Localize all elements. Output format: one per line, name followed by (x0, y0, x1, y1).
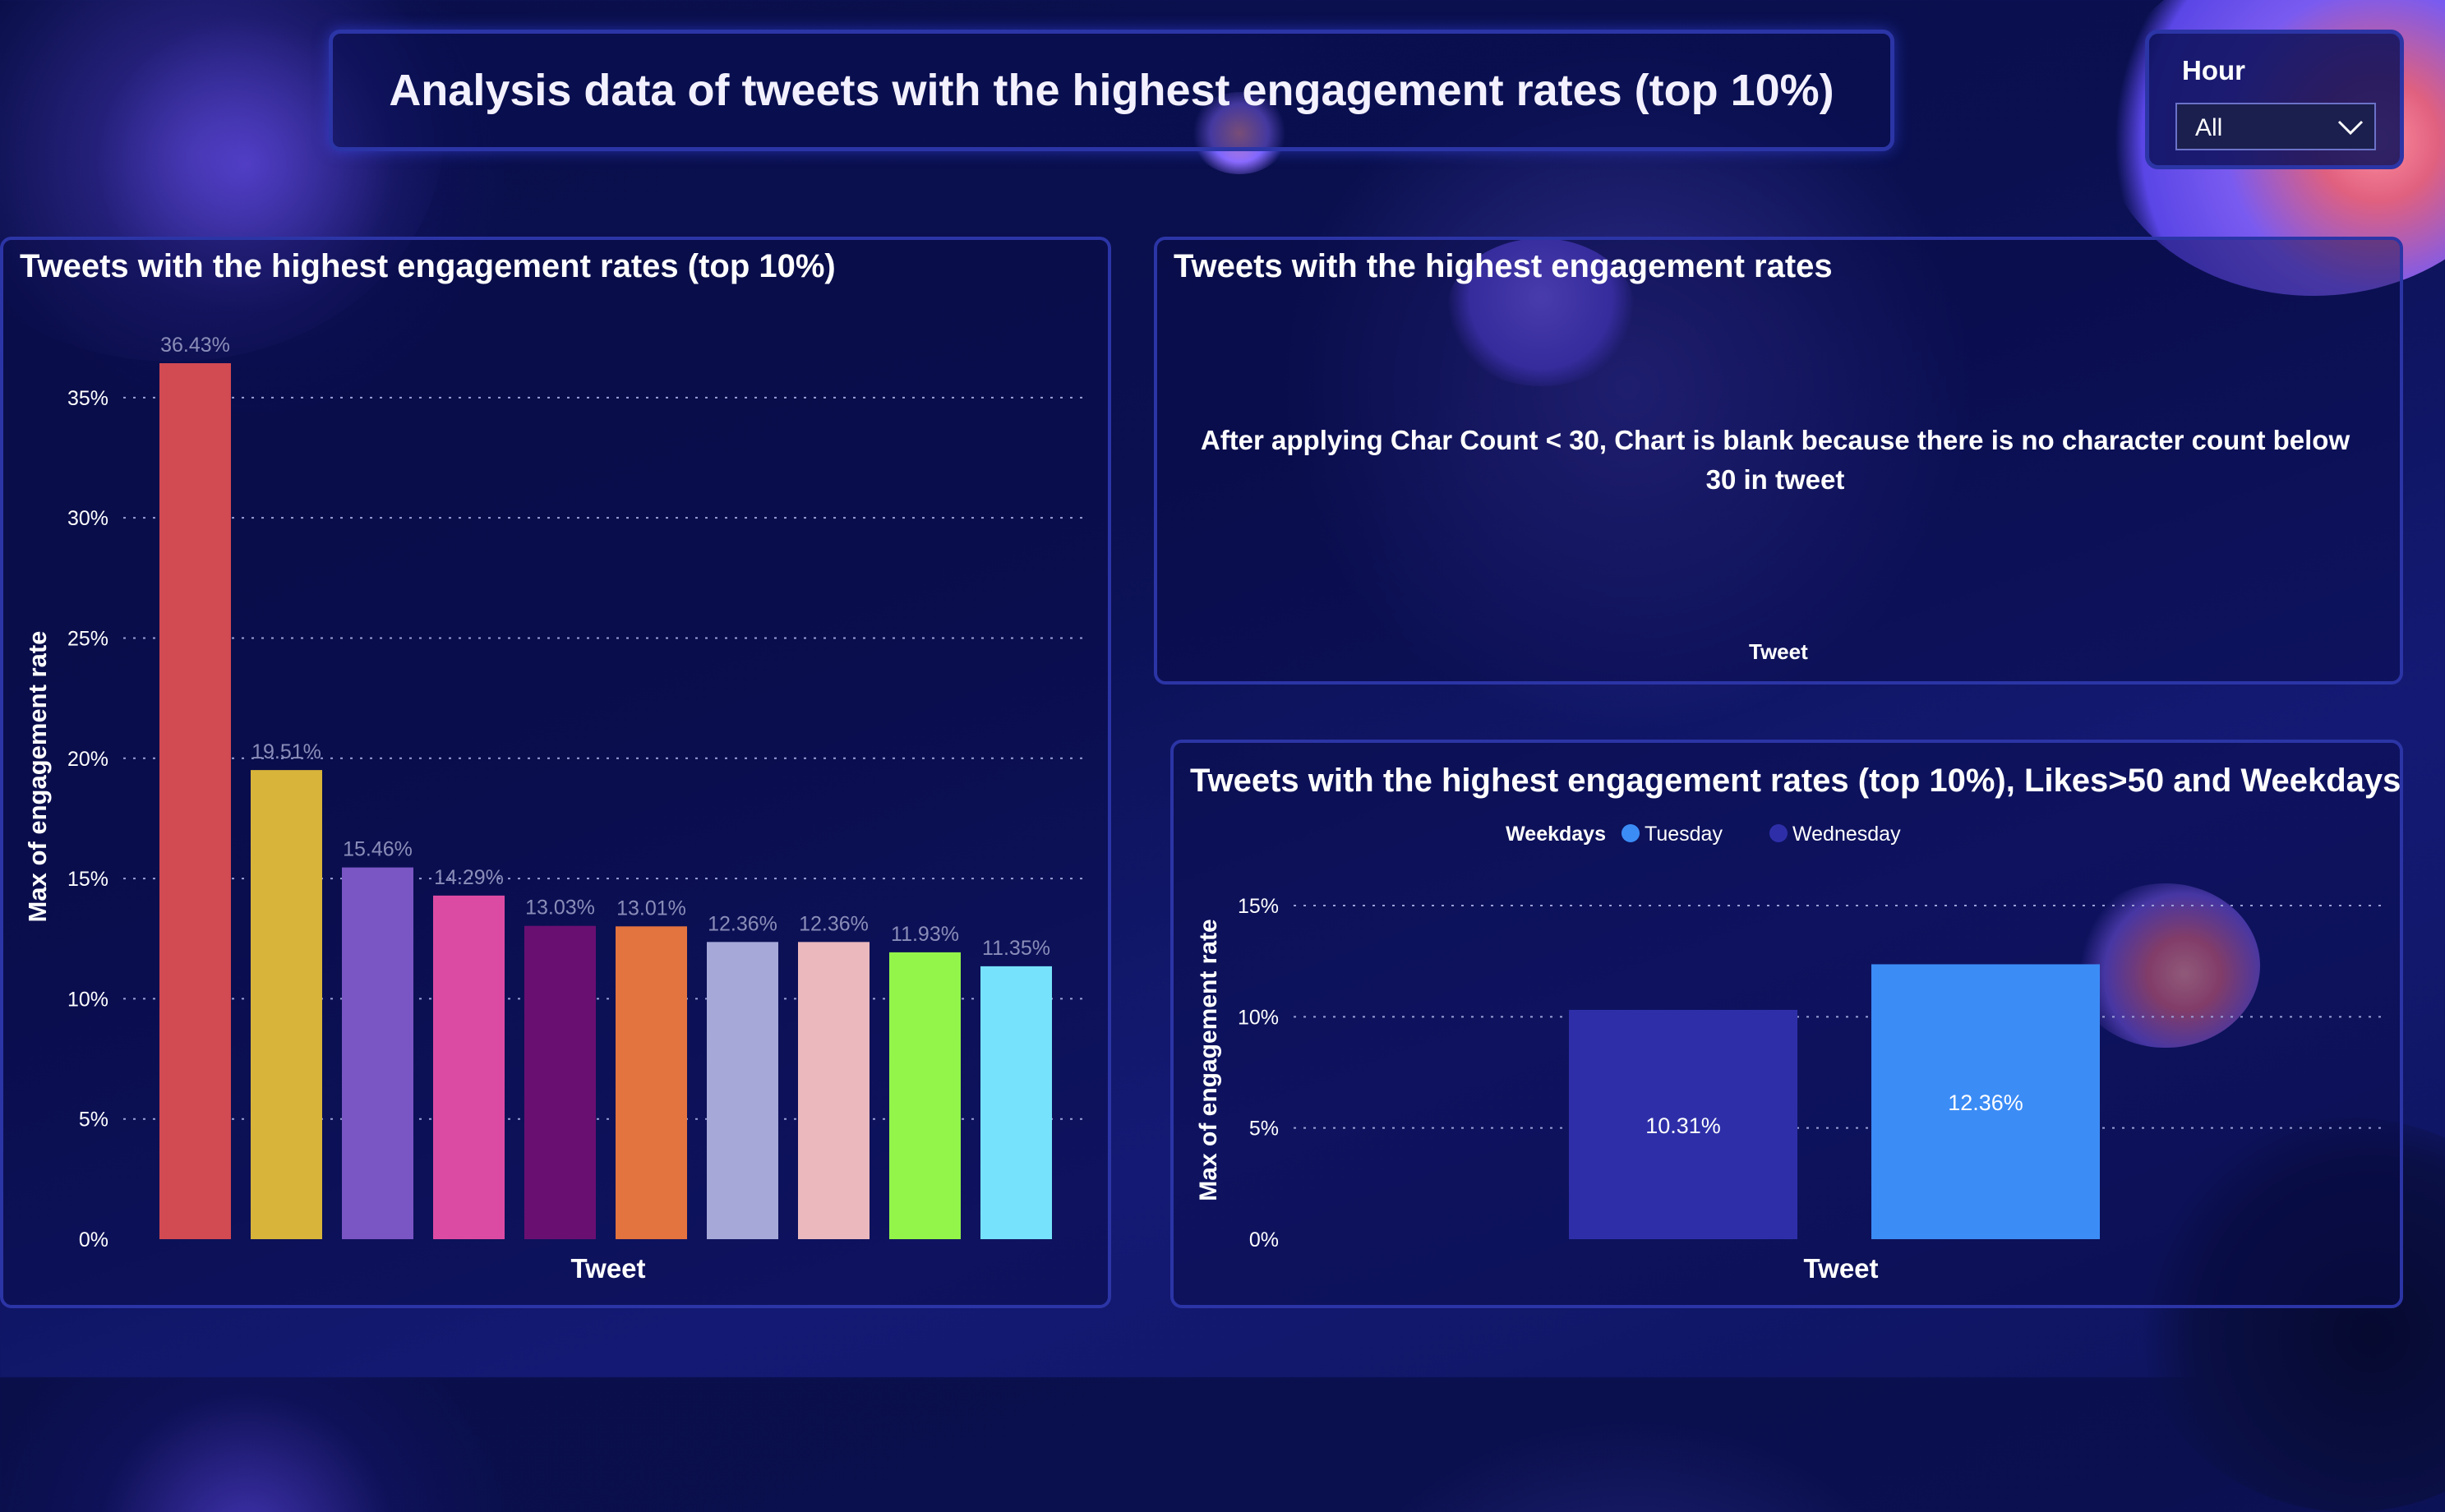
x-axis-title: Tweet (570, 1253, 645, 1284)
y-tick-label: 15% (67, 868, 108, 891)
weekday-bar-chart: 0% 5% 10% 15% Weekdays Tuesday Wednesday 10.31%… (1195, 823, 2383, 1284)
y-axis-title: Max of engagement rate (1195, 919, 1222, 1201)
legend-label[interactable]: Tuesday (1645, 823, 1723, 846)
legend-title: Weekdays (1506, 823, 1606, 846)
left-bar-chart: 0% 5% 10% 15% 20% 25% 30% 35% 36.43% 19.51% 15.46%… (23, 334, 1085, 1284)
bar[interactable] (159, 363, 231, 1239)
bar[interactable] (342, 867, 413, 1239)
y-tick-label: 5% (1249, 1118, 1279, 1141)
y-axis-title: Max of engagement rate (23, 631, 52, 923)
top-right-panel (1154, 237, 2403, 685)
bar-data-label: 13.03% (525, 897, 595, 920)
bar[interactable] (616, 926, 687, 1239)
legend-label[interactable]: Wednesday (1792, 823, 1901, 846)
y-tick-label: 10% (67, 988, 108, 1011)
top-right-axis-title: Tweet (1749, 639, 1808, 664)
legend-marker[interactable] (1622, 824, 1640, 842)
y-tick-label: 0% (79, 1228, 108, 1252)
legend: Weekdays Tuesday Wednesday (1506, 823, 1901, 846)
bar-data-label: 10.31% (1645, 1113, 1721, 1138)
bar[interactable] (707, 942, 778, 1239)
bar[interactable] (889, 952, 961, 1239)
dashboard-title-box: Analysis data of tweets with the highest… (329, 30, 1894, 151)
bar[interactable] (980, 966, 1052, 1239)
y-tick-label: 25% (67, 627, 108, 650)
bar[interactable] (524, 925, 596, 1239)
bar[interactable] (1871, 964, 2100, 1239)
bar-data-label: 12.36% (1948, 1090, 2023, 1115)
bar[interactable] (251, 770, 322, 1239)
bar-data-label: 14.29% (434, 866, 504, 889)
bar-data-label: 13.01% (616, 897, 686, 920)
bar-data-label: 36.43% (160, 334, 230, 357)
bar-data-label: 11.93% (891, 923, 959, 946)
bar-data-label: 15.46% (343, 838, 413, 861)
y-tick-label: 35% (67, 387, 108, 410)
y-tick-label: 15% (1238, 895, 1279, 918)
x-axis-title: Tweet (1803, 1253, 1878, 1284)
y-tick-label: 20% (67, 748, 108, 771)
blank-chart-note: After applying Char Count < 30, Chart is… (1200, 425, 2350, 495)
bar[interactable] (433, 895, 505, 1239)
hour-dropdown[interactable]: All (2175, 103, 2376, 150)
hour-slicer[interactable]: Hour All (2145, 30, 2404, 169)
bar-data-label: 12.36% (799, 912, 869, 935)
hour-dropdown-value: All (2195, 114, 2223, 141)
bar[interactable] (1569, 1009, 1797, 1239)
bottom-right-title: Tweets with the highest engagement rates… (1190, 763, 2401, 799)
bar-data-label: 11.35% (982, 937, 1050, 960)
legend-marker[interactable] (1769, 824, 1788, 842)
top-right-title: Tweets with the highest engagement rates (1174, 248, 1833, 284)
bar[interactable] (798, 942, 870, 1239)
y-tick-label: 5% (79, 1109, 108, 1132)
bar-data-label: 19.51% (251, 740, 321, 763)
dashboard-title: Analysis data of tweets with the highest… (389, 66, 1834, 115)
slicer-label: Hour (2182, 55, 2245, 85)
left-chart-title: Tweets with the highest engagement rates… (20, 248, 836, 284)
y-tick-label: 10% (1238, 1006, 1279, 1029)
bar-data-label: 12.36% (708, 912, 777, 935)
y-tick-label: 30% (67, 507, 108, 530)
chevron-down-icon[interactable] (2337, 113, 2364, 141)
y-tick-label: 0% (1249, 1228, 1279, 1252)
